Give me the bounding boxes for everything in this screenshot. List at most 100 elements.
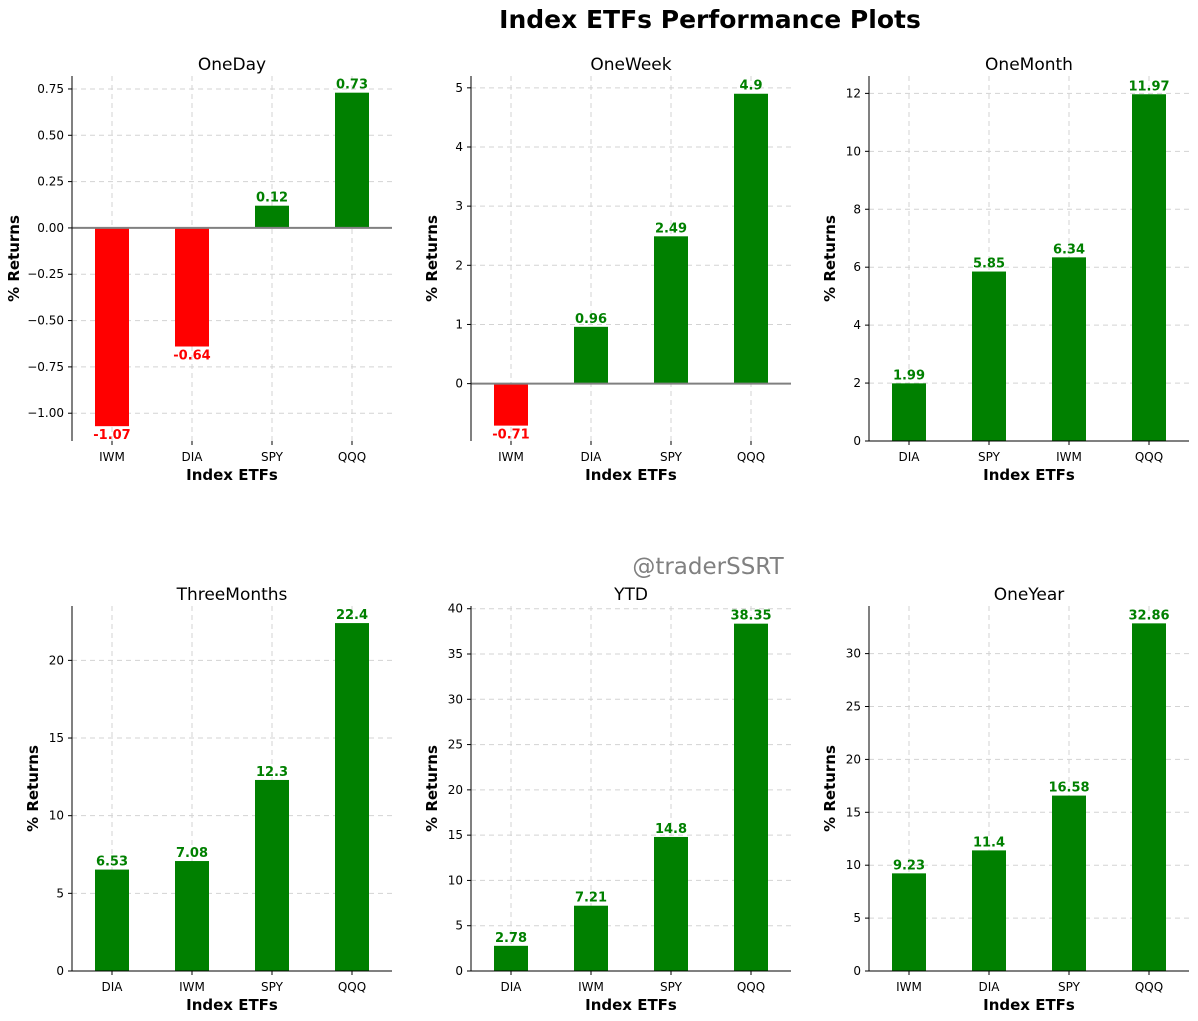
y-axis-label: % Returns [5, 215, 23, 302]
y-tick-label: 0.25 [37, 175, 64, 189]
chart-onemonth: 1.99 5.85 6.34 11.97 0 2 4 6 8 10 12 DIA SPY IWM QQQ On… [821, 55, 1189, 484]
y-tick-label: 4 [455, 140, 463, 154]
value-label-iwm: 7.21 [575, 891, 607, 906]
value-label-qqq: 11.97 [1128, 79, 1169, 94]
y-axis-label: % Returns [423, 215, 441, 302]
bar-dia [972, 850, 1006, 971]
value-label-dia: 1.99 [893, 368, 925, 383]
value-label-iwm: 7.08 [176, 846, 208, 861]
bar-qqq [1132, 94, 1166, 441]
y-axis-label: % Returns [423, 745, 441, 832]
y-tick-label: 30 [448, 692, 463, 706]
y-tick-label: 35 [448, 647, 463, 661]
x-tick-label: SPY [660, 980, 683, 994]
chart-ytd: 2.78 7.21 14.8 38.35 0 5 10 15 20 25 30 35 40 DIA IWM S… [423, 585, 791, 1014]
x-tick-label: IWM [498, 450, 524, 464]
x-axis-label: Index ETFs [186, 466, 278, 484]
x-tick-label: DIA [102, 980, 124, 994]
value-label-qqq: 0.73 [336, 78, 368, 93]
value-label-dia: 0.96 [575, 312, 607, 327]
y-tick-label: 30 [846, 647, 861, 661]
value-label-dia: 6.53 [96, 855, 128, 870]
value-label-qqq: 4.9 [739, 79, 762, 94]
y-tick-label: 0 [853, 964, 861, 978]
chart-title: YTD [613, 585, 648, 605]
y-tick-label: −0.75 [27, 360, 64, 374]
y-tick-label: 4 [853, 318, 861, 332]
bar-qqq [1132, 623, 1166, 971]
bar-iwm [95, 227, 129, 427]
bar-iwm [175, 861, 209, 971]
x-tick-label: SPY [978, 450, 1001, 464]
bar-dia [175, 227, 209, 347]
bar-iwm [574, 905, 608, 971]
x-axis-label: Index ETFs [186, 996, 278, 1014]
x-tick-label: SPY [261, 450, 284, 464]
y-tick-label: 10 [448, 873, 463, 887]
bar-spy [255, 779, 289, 971]
value-label-iwm: -0.71 [492, 428, 529, 443]
x-tick-label: DIA [979, 980, 1001, 994]
y-tick-label: 25 [448, 738, 463, 752]
y-tick-label: 10 [846, 144, 861, 158]
y-tick-label: 0 [455, 377, 463, 391]
x-tick-label: SPY [660, 450, 683, 464]
y-tick-label: 15 [448, 828, 463, 842]
y-tick-label: 20 [49, 653, 64, 667]
x-tick-label: QQQ [1135, 980, 1163, 994]
chart-oneday: -1.07 -0.64 0.12 0.73 −1.00 −0.75 −0.50 −0.25 0.… [5, 55, 392, 484]
x-tick-label: IWM [1056, 450, 1082, 464]
bar-qqq [734, 623, 768, 971]
y-tick-label: 5 [853, 911, 861, 925]
y-axis-label: % Returns [821, 745, 839, 832]
x-tick-label: QQQ [737, 450, 765, 464]
y-tick-label: 10 [846, 858, 861, 872]
y-tick-label: 1 [455, 317, 463, 331]
x-tick-label: DIA [501, 980, 523, 994]
x-axis-label: Index ETFs [983, 996, 1075, 1014]
y-tick-label: 2 [853, 376, 861, 390]
bar-dia [95, 869, 129, 971]
y-tick-label: 15 [846, 805, 861, 819]
y-tick-label: −0.50 [27, 314, 64, 328]
y-tick-label: 0 [455, 964, 463, 978]
value-label-iwm: 6.34 [1053, 242, 1085, 257]
y-tick-label: −0.25 [27, 267, 64, 281]
y-tick-label: 8 [853, 202, 861, 216]
x-tick-label: IWM [896, 980, 922, 994]
x-tick-label: IWM [179, 980, 205, 994]
chart-oneweek: -0.71 0.96 2.49 4.9 0 1 2 3 4 5 IWM DIA SPY QQQ OneWee… [423, 55, 791, 484]
bar-dia [574, 326, 608, 384]
bar-qqq [335, 623, 369, 971]
y-tick-label: 15 [49, 731, 64, 745]
x-tick-label: DIA [182, 450, 204, 464]
y-tick-label: 0.00 [37, 221, 64, 235]
x-axis-label: Index ETFs [585, 466, 677, 484]
bar-spy [654, 836, 688, 971]
chart-panels: -1.07 -0.64 0.12 0.73 −1.00 −0.75 −0.50 −0.25 0.… [5, 55, 1189, 1014]
y-tick-label: 0.50 [37, 128, 64, 142]
y-axis-label: % Returns [24, 745, 42, 832]
value-label-dia: -0.64 [173, 349, 210, 364]
bar-dia [494, 945, 528, 971]
value-label-qqq: 32.86 [1128, 608, 1169, 623]
chart-threemonths: 6.53 7.08 12.3 22.4 0 5 10 15 20 DIA IWM SPY QQQ Thre… [24, 585, 392, 1014]
watermark-text: @traderSSRT [632, 554, 784, 580]
value-label-spy: 2.49 [655, 221, 687, 236]
x-tick-label: SPY [1058, 980, 1081, 994]
x-tick-label: IWM [99, 450, 125, 464]
value-label-spy: 5.85 [973, 257, 1005, 272]
bar-qqq [734, 93, 768, 384]
chart-title: OneYear [994, 585, 1065, 605]
y-tick-label: 6 [853, 260, 861, 274]
y-tick-label: 0 [853, 434, 861, 448]
y-tick-label: −1.00 [27, 406, 64, 420]
y-tick-label: 5 [455, 919, 463, 933]
bar-iwm [494, 383, 528, 426]
y-tick-label: 12 [846, 86, 861, 100]
x-axis-label: Index ETFs [983, 466, 1075, 484]
bar-spy [654, 236, 688, 384]
x-tick-label: QQQ [338, 450, 366, 464]
value-label-qqq: 38.35 [730, 609, 771, 624]
chart-oneyear: 9.23 11.4 16.58 32.86 0 5 10 15 20 25 30 IWM DIA SPY Q… [821, 585, 1189, 1014]
